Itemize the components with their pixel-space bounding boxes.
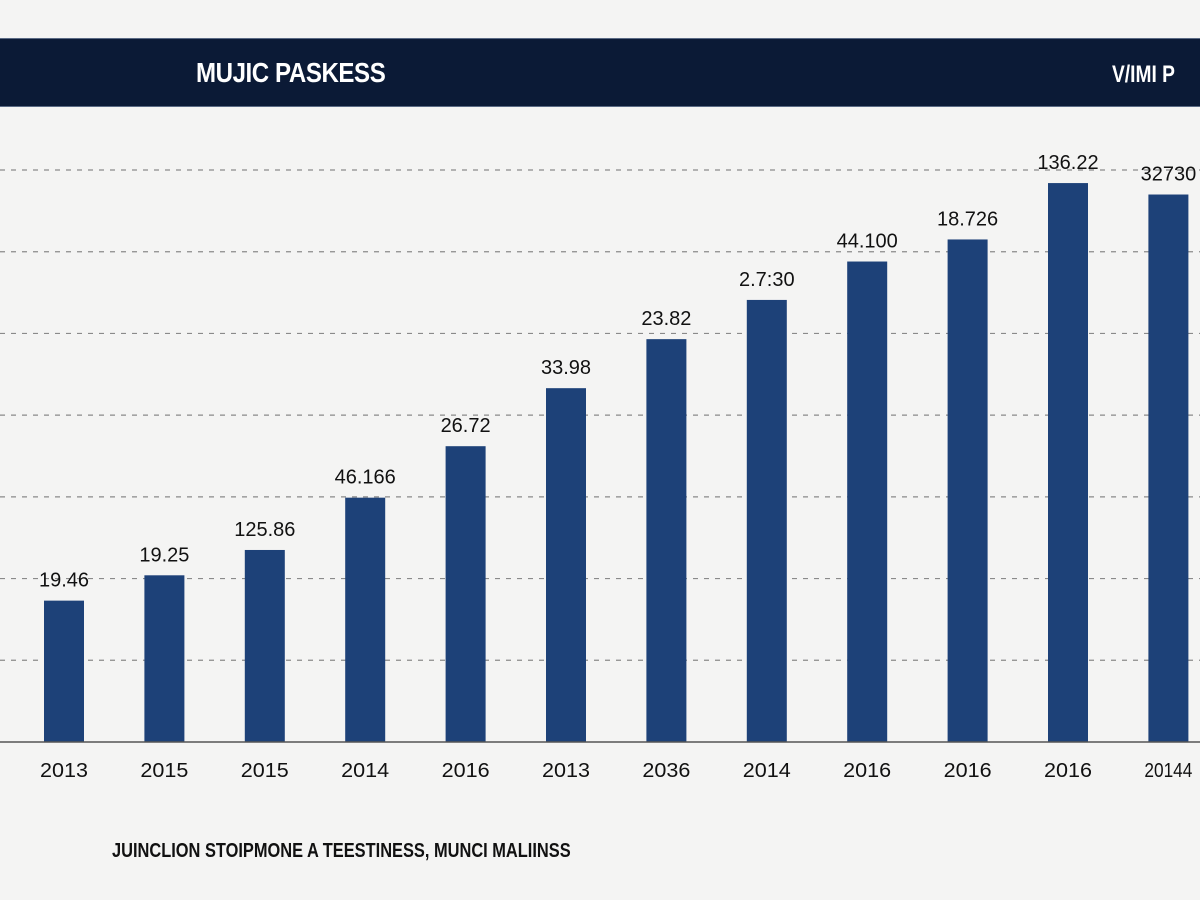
footnote: JUINCLION STOIPMONE A TEESTINESS, MUNCI … xyxy=(112,840,571,862)
data-label: 33.98 xyxy=(541,357,591,379)
data-label: 136.22 xyxy=(1037,152,1098,174)
x-tick-label: 2016 xyxy=(843,760,891,782)
x-tick-label: 2013 xyxy=(542,760,590,782)
bar xyxy=(445,446,486,742)
data-label: 23.82 xyxy=(641,308,691,330)
x-tick-label: 20144 xyxy=(1144,760,1192,782)
data-label: 2.7:30 xyxy=(739,269,795,291)
bar xyxy=(1148,194,1189,742)
data-label: 19.46 xyxy=(39,570,89,592)
data-label: 125.86 xyxy=(234,519,295,541)
header-right-text: V/IMI P xyxy=(1112,61,1175,88)
chart-title: MUJIC PASKESS xyxy=(196,57,386,88)
header-bar: MUJIC PASKESS V/IMI P xyxy=(0,38,1200,107)
x-tick-label: 2014 xyxy=(743,760,791,782)
data-label: 46.166 xyxy=(335,467,396,489)
bar xyxy=(1048,183,1088,742)
x-tick-label: 2015 xyxy=(140,760,188,782)
data-label: 26.72 xyxy=(441,415,491,437)
x-tick-label: 2015 xyxy=(241,760,289,782)
x-tick-label: 2016 xyxy=(1044,760,1092,782)
x-tick-label: 2013 xyxy=(40,760,88,782)
bar xyxy=(44,600,84,742)
data-label: 19.25 xyxy=(139,544,189,566)
bar xyxy=(244,549,285,742)
data-label: 32730 xyxy=(1141,164,1197,186)
bar xyxy=(646,339,687,742)
x-tick-label: 2014 xyxy=(341,760,389,782)
bar xyxy=(746,299,787,742)
bar xyxy=(847,261,888,742)
x-tick-label: 2016 xyxy=(944,760,992,782)
bar xyxy=(947,239,988,742)
bar xyxy=(345,497,386,742)
data-label: 44.100 xyxy=(837,231,898,253)
bar xyxy=(144,575,185,742)
data-label: 18.726 xyxy=(937,208,998,230)
x-tick-label: 2016 xyxy=(442,760,490,782)
bar xyxy=(546,388,586,742)
x-tick-label: 2036 xyxy=(642,760,690,782)
